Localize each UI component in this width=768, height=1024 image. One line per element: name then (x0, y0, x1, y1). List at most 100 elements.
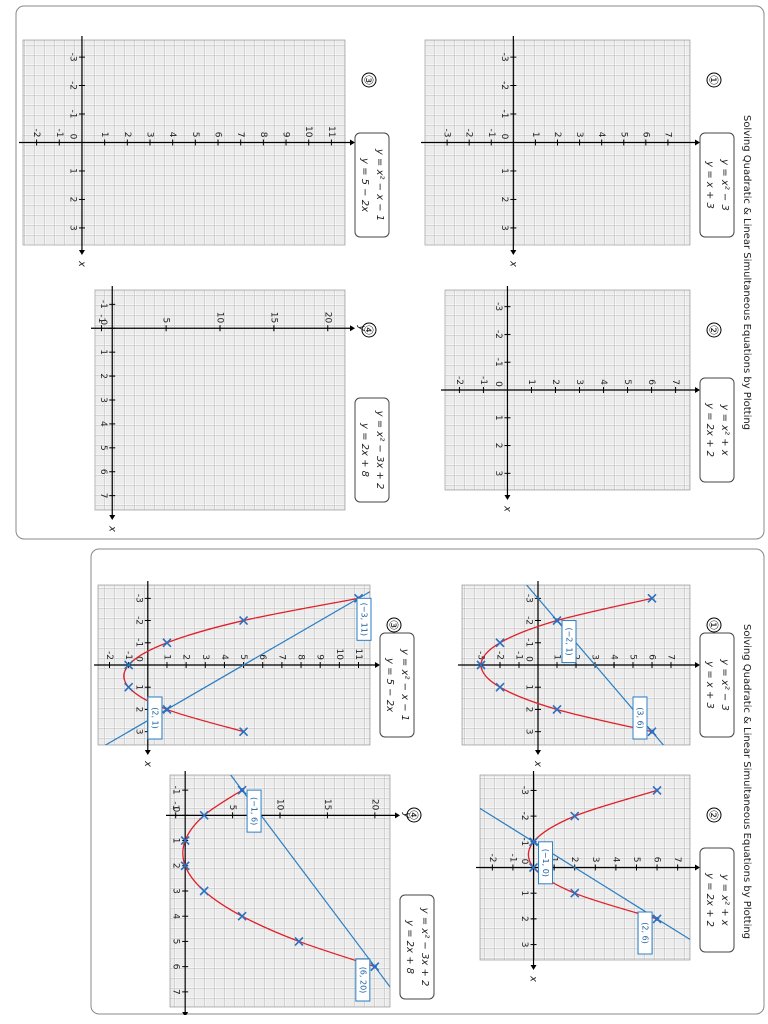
x-tick-label: 3 (493, 470, 503, 476)
x-tick-label: 0 (98, 319, 108, 325)
x-tick-label: 0 (133, 656, 143, 662)
y-tick-label: 3 (574, 132, 584, 138)
y-tick-label: 4 (596, 132, 606, 138)
y-tick-label: 7 (276, 654, 286, 660)
y-tick-label: 1 (99, 132, 109, 138)
y-tick-label: 9 (281, 132, 291, 138)
y-tick-label: 20 (322, 312, 332, 324)
y-tick-label: 7 (662, 132, 672, 138)
solution-box (632, 696, 648, 740)
quadratic-curve (527, 789, 658, 920)
y-tick-label: 3 (144, 132, 154, 138)
y-arrow (695, 139, 700, 146)
title: Solving Quadratic & Linear Simultaneous … (741, 115, 752, 430)
solution-box (147, 696, 163, 740)
y-arrow (695, 662, 700, 668)
x-tick-label: 3 (524, 729, 534, 735)
x-tick-label: 3 (133, 729, 143, 735)
x-arrow (510, 250, 517, 255)
x-tick-label: -2 (493, 330, 503, 339)
x-tick-label: -2 (67, 81, 77, 90)
solution-point (655, 916, 660, 921)
equation: y = x² + x (719, 873, 730, 925)
x-tick-label: 0 (171, 806, 181, 812)
x-tick-label: -2 (524, 616, 534, 625)
cross (495, 682, 505, 692)
y-tick-label: 6 (647, 654, 657, 660)
x-tick-label: 6 (98, 469, 108, 475)
cross (528, 862, 539, 873)
y-tick-label: 1 (161, 654, 171, 660)
x-tick-label: 0 (493, 381, 503, 387)
x-tick-label: -1 (524, 638, 534, 647)
y-tick-label: 5 (628, 654, 638, 660)
y-tick-label: 10 (334, 649, 344, 661)
y-tick-label: 2 (552, 132, 562, 138)
cross (237, 911, 247, 921)
x-tick-label: 5 (171, 939, 181, 945)
solution-point (531, 839, 536, 844)
y-tick-label: 4 (598, 379, 608, 385)
x-tick-label: -3 (499, 53, 509, 62)
number-circle (361, 72, 377, 88)
y-tick-label: -3 (476, 651, 486, 660)
graph-number: ② (707, 325, 721, 336)
y-tick-label: 2 (550, 379, 560, 385)
y-tick-label: 6 (652, 857, 662, 863)
y-tick-label: 4 (167, 132, 177, 138)
y-tick-label: 2 (569, 857, 579, 863)
equation: y = 5 − 2x (384, 657, 395, 712)
y-tick-label: -1 (486, 129, 496, 138)
x-tick-label: -3 (133, 594, 143, 603)
y-tick-label: 5 (190, 132, 200, 138)
graph-number: ② (707, 810, 721, 821)
number-circle (706, 617, 722, 633)
x-tick-label: 1 (493, 415, 503, 421)
x-axis-label: x (507, 260, 518, 267)
y-tick-label: 15 (322, 799, 332, 810)
solution-box (355, 958, 371, 1002)
equation: y = x² + x (719, 403, 730, 455)
x-tick-label: -3 (493, 302, 503, 311)
y-tick-label: 3 (200, 654, 210, 660)
equation: y = 2x + 2 (704, 872, 715, 927)
x-arrow (530, 965, 537, 970)
solution-box (637, 911, 653, 955)
x-arrow (504, 495, 511, 500)
y-tick-label: 1 (526, 379, 536, 385)
x-tick-label: 1 (499, 168, 509, 174)
x-tick-label: 7 (171, 989, 181, 995)
grid (94, 289, 346, 511)
x-axis-label: x (142, 760, 153, 767)
worksheet: Solving Quadratic & Linear Simultaneous … (15, 5, 765, 540)
y-tick-label: 3 (574, 379, 584, 385)
solution-label: (−3, 11) (360, 603, 369, 636)
linear-line (480, 775, 690, 960)
x-tick-label: 1 (98, 349, 108, 355)
graph-number: ③ (387, 620, 401, 631)
x-tick-label: -3 (519, 786, 529, 795)
x-tick-label: 2 (133, 707, 143, 713)
x-arrow (535, 750, 541, 755)
number-circle (386, 617, 402, 633)
number-circle (706, 72, 722, 88)
cross (647, 593, 657, 603)
y-tick-label: -1 (96, 314, 106, 323)
cross (124, 682, 134, 692)
y-arrow (395, 812, 400, 819)
equation: y = x² − 3 (719, 658, 730, 711)
number-circle (706, 322, 722, 338)
solution-point (555, 618, 559, 623)
y-tick-label: 10 (275, 799, 285, 811)
solution-label: (−2, 1) (565, 627, 574, 655)
cross (239, 615, 249, 626)
y-tick-label: -2 (454, 376, 464, 385)
cross (239, 727, 249, 737)
cross (162, 638, 172, 648)
equation: y = 2x + 2 (704, 402, 715, 457)
worksheet: Solving Quadratic & Linear Simultaneous … (90, 548, 765, 1024)
x-tick-label: -3 (524, 594, 534, 603)
cross (652, 785, 662, 795)
y-tick-label: 2 (181, 654, 191, 660)
x-tick-label: 4 (98, 421, 108, 427)
